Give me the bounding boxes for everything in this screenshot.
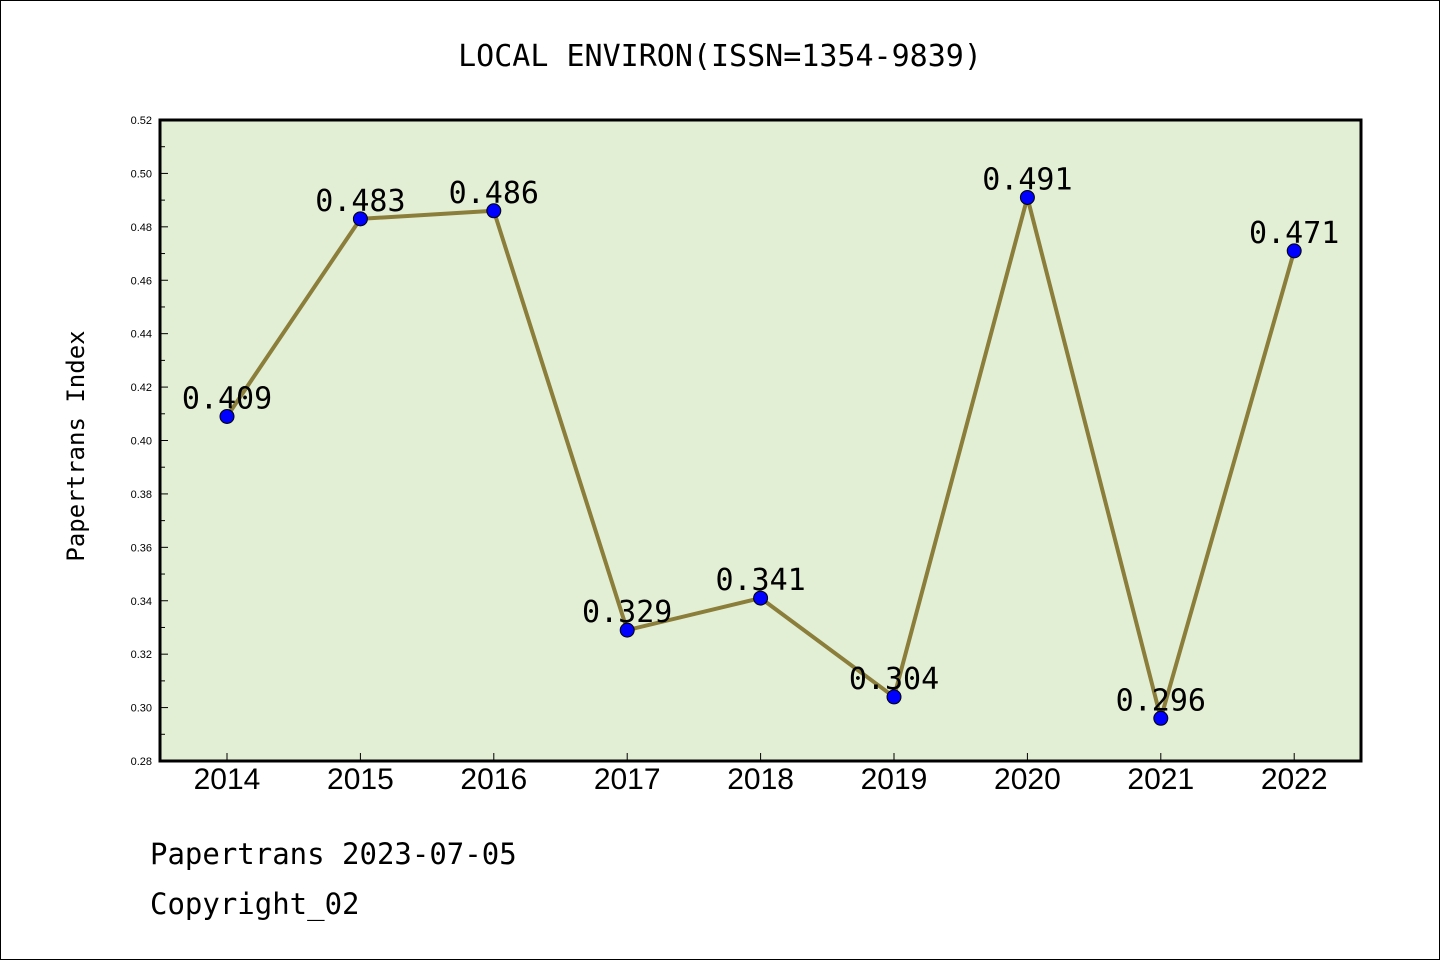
data-point xyxy=(1153,710,1169,726)
data-point xyxy=(352,211,368,227)
x-tick-label: 2015 xyxy=(327,763,394,796)
x-tick-label: 2018 xyxy=(727,763,794,796)
data-label: 0.341 xyxy=(715,563,805,598)
data-point xyxy=(219,408,235,424)
data-point xyxy=(753,590,769,606)
y-tick-label: 0.38 xyxy=(131,489,152,501)
data-label: 0.483 xyxy=(315,184,405,219)
footer-copyright: Copyright_02 xyxy=(150,887,360,922)
y-tick-label: 0.40 xyxy=(131,436,152,448)
y-axis: 0.28 0.30 0.32 0.34 0.36 0.38 0.40 0.42 0.44 0.46… xyxy=(131,115,168,768)
data-label: 0.329 xyxy=(582,595,672,630)
y-tick-label: 0.28 xyxy=(131,756,152,768)
y-tick-label: 0.46 xyxy=(131,275,152,287)
y-tick-label: 0.36 xyxy=(131,542,152,554)
plot-area xyxy=(158,118,1363,763)
data-point xyxy=(486,203,502,219)
x-tick-label: 2020 xyxy=(994,763,1061,796)
y-tick-label: 0.48 xyxy=(131,222,152,234)
data-point xyxy=(1019,189,1035,205)
data-label: 0.486 xyxy=(449,176,539,211)
x-tick-label: 2019 xyxy=(861,763,928,796)
data-point xyxy=(1286,243,1302,259)
x-tick-label: 2021 xyxy=(1127,763,1194,796)
data-labels: 0.409 0.483 0.486 0.329 0.341 0.304 0.491 0.296… xyxy=(182,162,1340,718)
y-axis-label: Papertrans Index xyxy=(62,330,90,561)
data-label: 0.491 xyxy=(982,162,1072,197)
x-tick-label: 2022 xyxy=(1261,763,1328,796)
y-tick-label: 0.34 xyxy=(131,596,152,608)
y-tick-label: 0.44 xyxy=(131,329,152,341)
data-label: 0.304 xyxy=(849,662,939,697)
footer-date: Papertrans 2023-07-05 xyxy=(150,837,517,871)
y-tick-label: 0.30 xyxy=(131,703,152,715)
x-tick-label: 2017 xyxy=(594,763,661,796)
data-label: 0.296 xyxy=(1116,683,1206,718)
chart-title: LOCAL ENVIRON(ISSN=1354-9839) xyxy=(458,39,982,74)
y-tick-label: 0.32 xyxy=(131,649,152,661)
y-tick-label: 0.42 xyxy=(131,382,152,394)
y-tick-label: 0.52 xyxy=(131,115,152,127)
y-tick-label: 0.50 xyxy=(131,168,152,180)
data-point xyxy=(619,622,635,638)
data-label: 0.471 xyxy=(1249,216,1339,251)
data-point xyxy=(886,689,902,705)
data-label: 0.409 xyxy=(182,381,272,416)
x-tick-label: 2016 xyxy=(460,763,527,796)
x-tick-label: 2014 xyxy=(194,763,261,796)
x-axis: 2014 2015 2016 2017 2018 2019 2020 2021 2022 xyxy=(194,753,1328,796)
series-group xyxy=(219,189,1302,726)
